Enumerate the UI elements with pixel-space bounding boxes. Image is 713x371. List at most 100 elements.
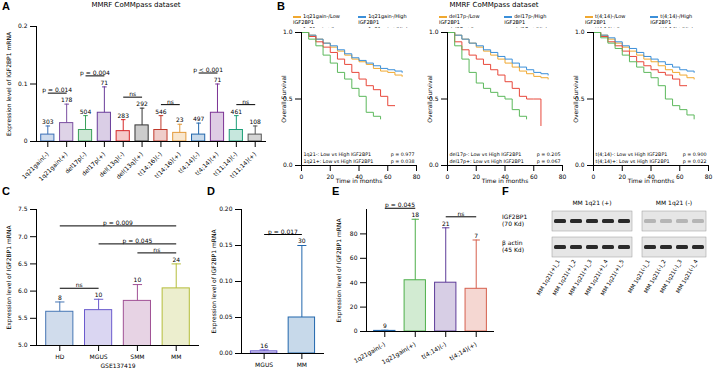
svg-text:292: 292 <box>136 100 148 107</box>
svg-text:p = 0.045: p = 0.045 <box>122 237 152 245</box>
svg-text:ns: ns <box>129 90 136 97</box>
svg-text:MM 1q21 (+): MM 1q21 (+) <box>572 199 611 207</box>
svg-text:0.00: 0.00 <box>219 349 233 356</box>
svg-text:7: 7 <box>474 232 478 239</box>
svg-text:303: 303 <box>42 118 54 125</box>
svg-text:60: 60 <box>530 173 538 180</box>
svg-text:p = 0.900: p = 0.900 <box>683 152 707 157</box>
svg-text:Overall Survival: Overall Survival <box>280 75 287 123</box>
svg-text:0: 0 <box>24 137 28 144</box>
svg-text:IGF2BP1: IGF2BP1 <box>502 213 527 220</box>
svg-text:Expression level of IGF2BP1 mR: Expression level of IGF2BP1 mRNA <box>335 218 343 323</box>
svg-text:ns: ns <box>76 281 83 288</box>
svg-text:20: 20 <box>618 173 626 180</box>
svg-text:0.0: 0.0 <box>429 161 439 168</box>
svg-text:71: 71 <box>214 76 222 83</box>
svg-text:0.0: 0.0 <box>575 161 585 168</box>
svg-text:p = 0.022: p = 0.022 <box>683 159 707 164</box>
svg-text:Time in months: Time in months <box>335 177 383 184</box>
svg-text:1.0: 1.0 <box>429 28 439 35</box>
svg-text:0.20: 0.20 <box>219 205 233 212</box>
svg-text:t(4;14)+: Low vs High IGF2BP1: t(4;14)+: Low vs High IGF2BP1 <box>596 159 670 164</box>
svg-text:1q21gain(+): 1q21gain(+) <box>37 150 69 182</box>
svg-text:t(11;14)(+): t(11;14)(+) <box>228 150 257 179</box>
svg-text:0.1: 0.1 <box>18 80 28 87</box>
svg-text:40: 40 <box>350 279 358 286</box>
svg-text:24: 24 <box>172 256 180 263</box>
svg-text:p = 0.977: p = 0.977 <box>391 152 415 157</box>
svg-text:p = 0.004: p = 0.004 <box>80 69 110 77</box>
svg-text:16: 16 <box>260 342 268 349</box>
svg-text:p = 0.205: p = 0.205 <box>537 152 561 157</box>
svg-text:21: 21 <box>442 220 450 227</box>
svg-text:1q21gain(+): 1q21gain(+) <box>380 340 417 366</box>
svg-text:MM: MM <box>297 361 307 368</box>
svg-text:Overall Survival: Overall Survival <box>426 75 433 123</box>
svg-text:23: 23 <box>176 116 184 123</box>
svg-text:Expression level of IGF2BP1 mR: Expression level of IGF2BP1 mRNA <box>5 225 13 330</box>
svg-text:7.5: 7.5 <box>18 205 28 212</box>
svg-text:1q21+: Low vs High IGF2BP1: 1q21+: Low vs High IGF2BP1 <box>304 159 374 164</box>
svg-text:MGUS: MGUS <box>255 361 273 368</box>
svg-text:MM 1q21(-)_4: MM 1q21(-)_4 <box>675 258 700 295</box>
svg-text:HD: HD <box>55 353 65 360</box>
svg-text:Time in months: Time in months <box>481 177 529 184</box>
svg-text:p = 0.038: p = 0.038 <box>391 159 415 164</box>
svg-text:Time in months: Time in months <box>627 177 675 184</box>
svg-text:MM 1q21(+)_5: MM 1q21(+)_5 <box>599 258 626 297</box>
svg-text:71: 71 <box>101 79 109 86</box>
svg-text:p = 0.009: p = 0.009 <box>103 219 133 227</box>
svg-text:10: 10 <box>95 291 103 298</box>
svg-text:497: 497 <box>193 115 205 122</box>
svg-text:0: 0 <box>592 173 596 180</box>
svg-text:60: 60 <box>676 173 684 180</box>
svg-text:1.0: 1.0 <box>575 28 585 35</box>
svg-text:p < 0.001: p < 0.001 <box>193 66 223 74</box>
svg-text:MM: MM <box>171 353 181 360</box>
svg-text:9: 9 <box>383 322 387 329</box>
svg-text:del17p-: Low vs High IGF2BP1: del17p-: Low vs High IGF2BP1 <box>450 152 522 157</box>
svg-text:7.0: 7.0 <box>18 233 28 240</box>
svg-text:del17p+: Low vs High IGF2BP1: del17p+: Low vs High IGF2BP1 <box>450 159 524 164</box>
svg-text:80: 80 <box>559 173 567 180</box>
svg-text:30: 30 <box>298 237 306 244</box>
svg-text:p = 0.067: p = 0.067 <box>537 159 561 164</box>
svg-text:p = 0.017: p = 0.017 <box>268 228 298 236</box>
svg-text:GSE137419: GSE137419 <box>100 362 135 369</box>
svg-text:t(4;14)(+): t(4;14)(+) <box>448 340 478 361</box>
svg-text:ns: ns <box>458 210 465 217</box>
svg-text:5.5: 5.5 <box>18 314 28 321</box>
svg-text:18: 18 <box>411 211 419 218</box>
svg-text:(70 Kd): (70 Kd) <box>502 220 524 227</box>
svg-text:Expression level of IGF2BP1 mR: Expression level of IGF2BP1 mRNA <box>5 31 13 136</box>
svg-text:108: 108 <box>249 118 261 125</box>
svg-text:20: 20 <box>350 303 358 310</box>
svg-text:5.0: 5.0 <box>18 341 28 348</box>
svg-text:0.05: 0.05 <box>219 313 233 320</box>
svg-text:0.0: 0.0 <box>283 161 293 168</box>
svg-text:ns: ns <box>167 98 174 105</box>
svg-text:546: 546 <box>155 108 167 115</box>
svg-text:60: 60 <box>350 254 358 261</box>
svg-text:t(14;16)(+): t(14;16)(+) <box>153 150 182 179</box>
svg-text:6.0: 6.0 <box>18 287 28 294</box>
svg-text:0.10: 0.10 <box>219 277 233 284</box>
svg-text:20: 20 <box>326 173 334 180</box>
svg-text:Expression level of IGF2BP1 mR: Expression level of IGF2BP1 mRNA <box>210 229 218 334</box>
svg-text:80: 80 <box>413 173 421 180</box>
svg-text:ns: ns <box>242 98 249 105</box>
svg-text:0: 0 <box>300 173 304 180</box>
svg-text:(45 Kd): (45 Kd) <box>502 246 524 253</box>
svg-text:0.15: 0.15 <box>219 241 233 248</box>
svg-text:178: 178 <box>61 96 73 103</box>
svg-text:10: 10 <box>134 276 142 283</box>
svg-text:0: 0 <box>446 173 450 180</box>
svg-text:20: 20 <box>472 173 480 180</box>
svg-text:p = 0.014: p = 0.014 <box>42 86 72 94</box>
svg-text:1.0: 1.0 <box>283 28 293 35</box>
svg-text:t(4;14)(-): t(4;14)(-) <box>420 340 447 360</box>
svg-text:ns: ns <box>153 246 160 253</box>
svg-text:6.5: 6.5 <box>18 260 28 267</box>
svg-text:461: 461 <box>231 108 243 115</box>
svg-text:60: 60 <box>384 173 392 180</box>
